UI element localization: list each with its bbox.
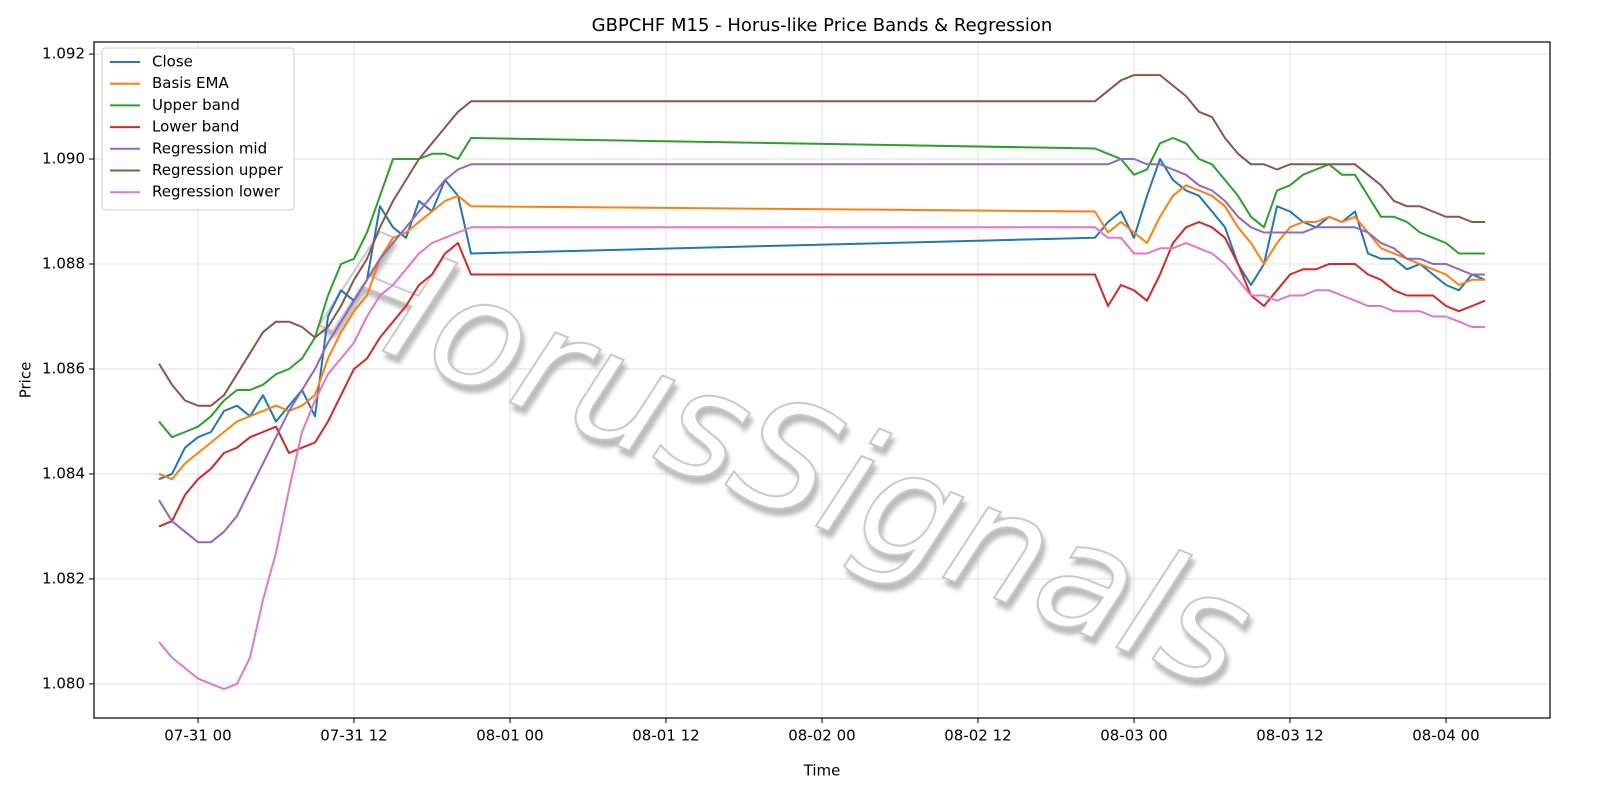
x-tick-label: 08-04 00 (1412, 727, 1479, 745)
series-line (158, 74, 1485, 407)
y-tick-label: 1.086 (42, 359, 85, 377)
legend-box (101, 47, 295, 211)
legend-label: Upper band (152, 96, 240, 114)
x-tick-label: 07-31 12 (320, 727, 387, 745)
x-tick-label: 08-02 12 (944, 727, 1011, 745)
y-tick-label: 1.092 (42, 45, 85, 63)
x-tick-label: 08-03 12 (1256, 727, 1323, 745)
series-line (158, 158, 1486, 481)
series-line (158, 158, 1485, 544)
series-line (158, 226, 1485, 691)
x-tick-label: 07-31 00 (164, 727, 231, 745)
chart-title: GBPCHF M15 - Horus-like Price Bands & Re… (592, 15, 1053, 36)
y-axis-label: Price (17, 362, 35, 399)
legend-label: Regression upper (152, 161, 284, 179)
series-line (158, 184, 1485, 481)
legend-label: Regression mid (152, 139, 267, 157)
x-tick-label: 08-02 00 (788, 727, 855, 745)
legend-label: Regression lower (152, 183, 281, 201)
y-tick-label: 1.082 (42, 569, 85, 587)
x-tick-label: 08-01 12 (632, 727, 699, 745)
x-axis-label: Time (803, 762, 841, 780)
y-tick-label: 1.084 (42, 464, 85, 482)
y-tick-label: 1.088 (42, 255, 85, 273)
y-tick-label: 1.080 (42, 674, 85, 692)
plot-frame (93, 41, 1551, 719)
y-tick-label: 1.090 (42, 150, 85, 168)
x-tick-label: 08-03 00 (1100, 727, 1167, 745)
x-tick-label: 08-01 00 (476, 727, 543, 745)
legend-label: Close (152, 53, 193, 71)
legend-label: Lower band (152, 118, 239, 136)
legend-label: Basis EMA (152, 74, 229, 92)
series-line (158, 137, 1485, 439)
